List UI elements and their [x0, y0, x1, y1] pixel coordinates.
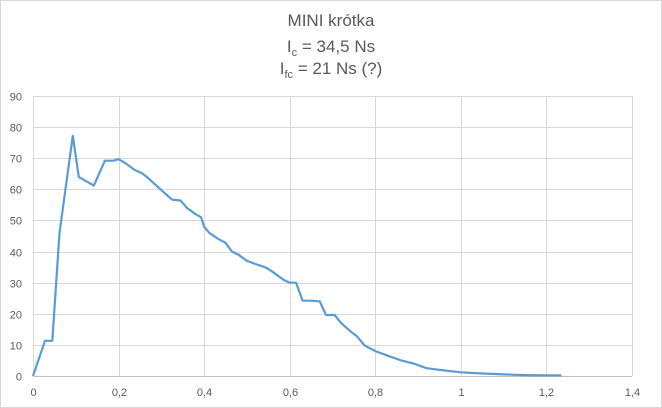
x-tick-label: 0,8 — [368, 387, 383, 399]
symbol: I — [279, 59, 285, 78]
y-tick-label: 80 — [10, 123, 22, 135]
chart-subtitle-ic: Ic = 34,5 Ns — [0, 36, 662, 64]
y-tick-label: 60 — [10, 185, 22, 197]
x-tick-label: 0 — [30, 387, 36, 399]
y-tick-label: 20 — [10, 310, 22, 322]
gridlines — [33, 96, 633, 377]
x-tick-label: 0,2 — [112, 387, 127, 399]
subscript: fc — [284, 69, 293, 81]
y-tick-label: 70 — [10, 154, 22, 166]
x-tick-label: 1 — [458, 387, 464, 399]
y-tick-label: 40 — [10, 248, 22, 260]
x-tick-label: 1,4 — [625, 387, 640, 399]
chart-title: MINI krótka — [287, 11, 375, 30]
x-tick-label: 0,6 — [283, 387, 298, 399]
tick-labels: 0 10 20 30 40 50 60 70 80 90 0 0,2 0,4 0,6 0,8 1 1,2 1,4 — [10, 92, 640, 400]
subscript: c — [291, 47, 298, 59]
x-tick-label: 0,4 — [197, 387, 212, 399]
value: = 21 Ns (?) — [297, 59, 383, 78]
x-tick-label: 1,2 — [539, 387, 554, 399]
chart-subtitle-ifc: Ifc = 21 Ns (?) — [0, 58, 662, 86]
y-tick-label: 10 — [10, 341, 22, 353]
value: = 34,5 Ns — [301, 37, 376, 56]
y-tick-label: 0 — [16, 372, 22, 384]
y-tick-label: 30 — [10, 279, 22, 291]
data-line — [31, 134, 562, 377]
symbol: I — [286, 37, 292, 56]
y-tick-label: 90 — [10, 92, 22, 104]
y-tick-label: 50 — [10, 216, 22, 228]
